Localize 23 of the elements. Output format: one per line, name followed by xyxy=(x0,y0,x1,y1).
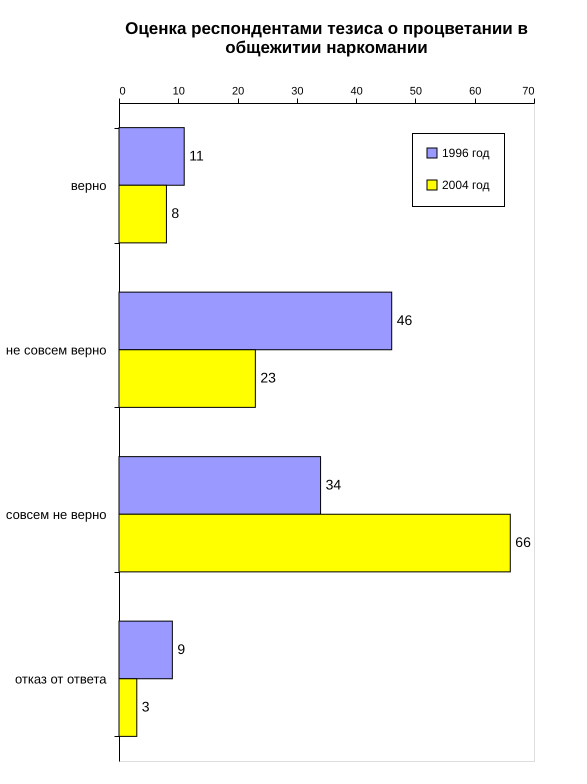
x-tick-label: 40 xyxy=(350,86,363,98)
data-label: 11 xyxy=(189,147,204,164)
y-tick-label: верно xyxy=(70,178,106,193)
x-tick-label: 30 xyxy=(291,86,304,98)
x-tick-label: 70 xyxy=(522,86,534,98)
x-tick-label: 0 xyxy=(120,86,126,98)
data-label: 34 xyxy=(326,476,342,492)
data-label: 46 xyxy=(396,312,412,328)
y-tick-label: не совсем верно xyxy=(6,342,106,358)
y-tick-label: отказ от ответа xyxy=(14,671,108,686)
x-tick-label: 20 xyxy=(232,86,244,98)
y-tick-label: совсем не верно xyxy=(6,506,106,522)
x-tick-label: 60 xyxy=(469,86,482,98)
x-tick-label: 10 xyxy=(172,86,185,98)
legend-label: 1996 год xyxy=(442,146,490,160)
chart-title: Оценка респондентами тезиса о процветании в общежитии наркомании xyxy=(125,19,528,57)
data-label: 3 xyxy=(142,698,150,715)
legend-label: 2004 год xyxy=(442,178,490,192)
data-label: 23 xyxy=(260,370,276,386)
x-tick-label: 50 xyxy=(410,86,422,98)
data-label: 66 xyxy=(515,534,532,550)
data-label: 8 xyxy=(171,205,180,222)
data-label: 9 xyxy=(177,640,186,657)
